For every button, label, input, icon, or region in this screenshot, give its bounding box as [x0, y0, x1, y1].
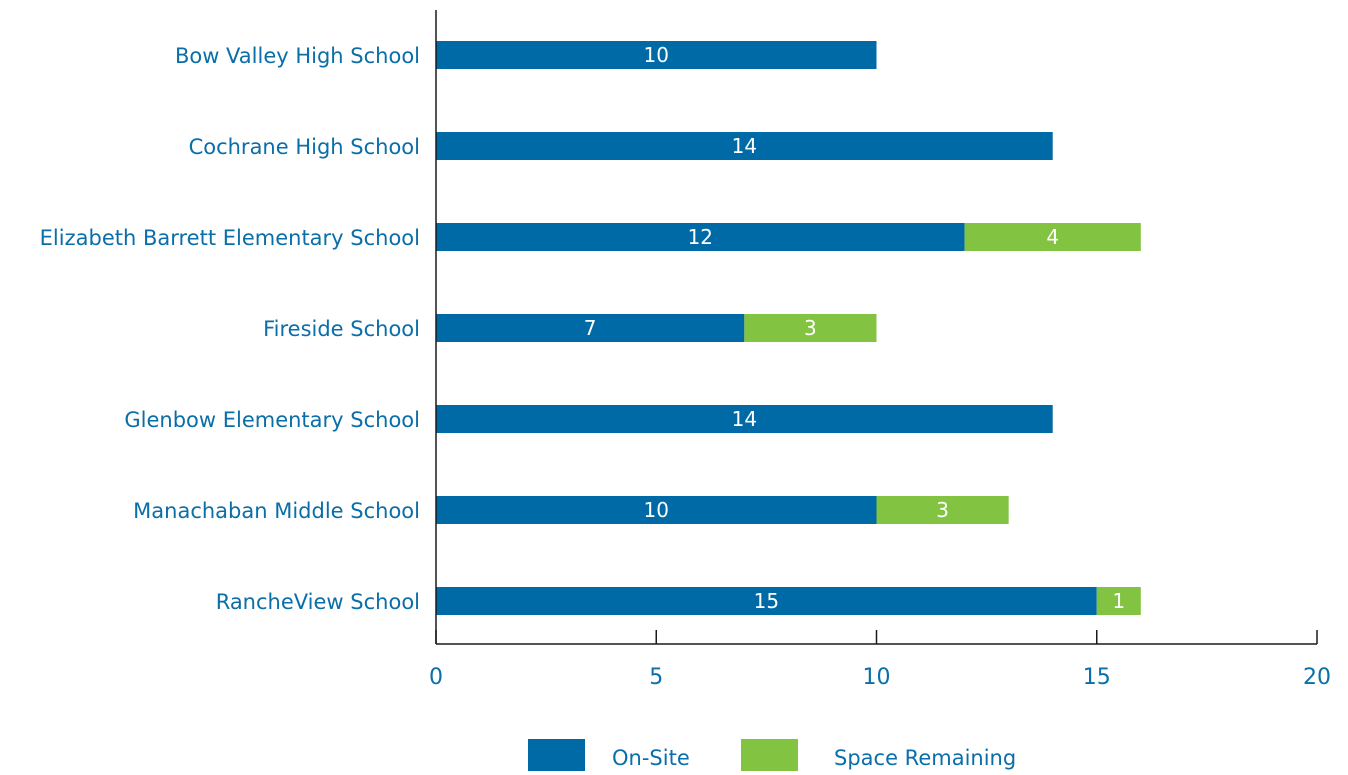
category-label-3: Fireside School — [263, 317, 420, 341]
bar-space-remaining-2 — [964, 223, 1141, 251]
x-tick-label-0: 0 — [429, 665, 443, 690]
category-label-2: Elizabeth Barrett Elementary School — [40, 226, 420, 250]
bar-on-site-1 — [436, 132, 1053, 160]
legend-swatch-on-site — [528, 739, 585, 771]
category-label-0: Bow Valley High School — [175, 44, 420, 68]
data-label-on-site-6: 15 — [754, 589, 779, 613]
bar-on-site-0 — [436, 41, 877, 69]
x-tick-label-2: 10 — [863, 665, 891, 690]
legend-label-on-site: On-Site — [612, 746, 690, 770]
category-label-5: Manachaban Middle School — [133, 499, 420, 523]
data-label-on-site-0: 10 — [644, 43, 669, 67]
bar-on-site-5 — [436, 496, 877, 524]
category-label-1: Cochrane High School — [189, 135, 420, 159]
bar-on-site-3 — [436, 314, 745, 342]
data-label-space-remaining-6: 1 — [1112, 589, 1125, 613]
bar-on-site-6 — [436, 587, 1097, 615]
category-label-4: Glenbow Elementary School — [124, 408, 420, 432]
data-label-space-remaining-5: 3 — [936, 498, 949, 522]
legend: On-Site Space Remaining — [528, 739, 1016, 771]
x-ticks-layer: 0 5 10 15 20 — [429, 630, 1331, 690]
data-label-space-remaining-2: 4 — [1046, 225, 1059, 249]
data-label-on-site-3: 7 — [584, 316, 597, 340]
data-labels-layer: 10 14 12 4 7 3 14 10 3 15 1 — [584, 43, 1125, 613]
x-tick-label-3: 15 — [1083, 665, 1111, 690]
data-label-on-site-1: 14 — [732, 134, 757, 158]
x-tick-label-1: 5 — [649, 665, 663, 690]
data-label-on-site-4: 14 — [732, 407, 757, 431]
bars-layer — [436, 41, 1141, 615]
bar-space-remaining-6 — [1096, 587, 1141, 615]
bar-on-site-2 — [436, 223, 965, 251]
legend-swatch-space-remaining — [741, 739, 798, 771]
category-label-6: RancheView School — [216, 590, 420, 614]
bar-space-remaining-5 — [876, 496, 1009, 524]
category-labels-layer: Bow Valley High School Cochrane High Scho… — [40, 44, 420, 614]
bar-space-remaining-3 — [744, 314, 877, 342]
x-tick-label-4: 20 — [1303, 665, 1331, 690]
legend-label-space-remaining: Space Remaining — [834, 746, 1016, 770]
data-label-space-remaining-3: 3 — [804, 316, 817, 340]
data-label-on-site-5: 10 — [644, 498, 669, 522]
bar-on-site-4 — [436, 405, 1053, 433]
data-label-on-site-2: 12 — [688, 225, 713, 249]
